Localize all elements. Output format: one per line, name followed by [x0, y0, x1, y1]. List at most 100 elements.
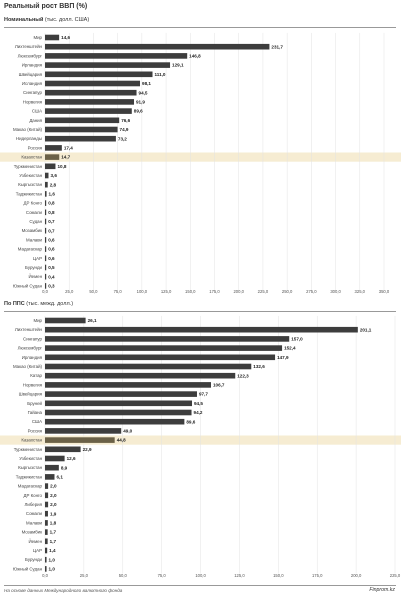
data-label-ppp: 94,2	[194, 410, 203, 415]
data-label-nominal: 0,6	[48, 238, 55, 243]
data-label-nominal: 129,1	[172, 63, 184, 68]
category-label-nominal: Исландия	[22, 81, 43, 86]
data-label-nominal: 14,6	[61, 35, 70, 40]
category-label-ppp: Бруней	[27, 401, 42, 406]
bar-nominal	[45, 163, 56, 170]
category-label-ppp: Узбекистан	[19, 456, 42, 461]
x-tick-label-ppp: 50,0	[119, 573, 128, 578]
category-label-nominal: Швейцария	[19, 72, 43, 77]
category-label-ppp: Сомали	[26, 511, 43, 516]
data-label-ppp: 201,1	[360, 327, 372, 332]
bar-nominal	[45, 273, 47, 280]
data-label-ppp: 132,6	[253, 364, 265, 369]
data-label-ppp: 1,0	[49, 567, 56, 572]
bar-nominal	[45, 154, 60, 160]
data-label-nominal: 76,6	[121, 118, 130, 123]
bar-nominal	[45, 80, 141, 87]
data-label-nominal: 146,8	[189, 54, 201, 59]
category-label-ppp: Россия	[28, 428, 43, 433]
bar-nominal	[45, 99, 135, 105]
data-label-ppp: 2,0	[50, 484, 57, 489]
category-label-ppp: Лихтенштейн	[15, 327, 43, 332]
x-tick-label-nominal: 75,0	[114, 289, 123, 294]
category-label-ppp: ЦАР	[33, 548, 42, 553]
panel-title-nominal-main: Номинальный	[4, 17, 44, 23]
bar-ppp	[45, 409, 192, 416]
data-label-ppp: 1,7	[50, 530, 57, 535]
bar-nominal	[45, 283, 47, 289]
bar-chart-nominal: 0,0 25,0 50,0 75,0 100,0 125,0 150,0 175,0 200,0…	[0, 32, 401, 294]
panel-rule-nominal	[4, 27, 396, 28]
category-label-ppp: Йемен	[29, 539, 43, 544]
data-label-ppp: 97,7	[199, 392, 208, 397]
data-label-ppp: 106,7	[213, 383, 225, 388]
x-tick-label-ppp: 200,0	[351, 573, 362, 578]
bar-nominal	[45, 246, 47, 252]
data-label-nominal: 0,4	[48, 274, 55, 279]
data-label-ppp: 1,0	[49, 557, 56, 562]
data-label-nominal: 0,7	[48, 228, 55, 233]
data-label-nominal: 0,7	[48, 219, 55, 224]
bar-nominal	[45, 108, 132, 114]
data-label-ppp: 1,9	[50, 511, 57, 516]
x-tick-label-ppp: 25,0	[80, 573, 89, 578]
bar-nominal	[45, 89, 137, 96]
category-label-ppp: Катар	[30, 373, 42, 378]
bar-nominal	[45, 181, 48, 188]
data-label-nominal: 0,6	[48, 256, 55, 261]
bar-nominal	[45, 227, 47, 234]
data-label-ppp: 89,6	[186, 419, 195, 424]
data-label-ppp: 94,5	[194, 401, 203, 406]
footer-source: На основе данных Международного валютног…	[4, 588, 123, 593]
bar-nominal	[45, 43, 270, 50]
data-label-ppp: 1,8	[50, 521, 57, 526]
category-label-nominal: Мир	[33, 35, 42, 40]
category-label-ppp: Мозамбик	[22, 530, 42, 535]
bar-ppp	[45, 510, 48, 517]
x-tick-label-ppp: 175,0	[312, 573, 323, 578]
bar-ppp	[45, 529, 48, 535]
bar-ppp	[45, 317, 86, 324]
bar-ppp	[45, 336, 290, 342]
bar-ppp	[45, 372, 236, 379]
data-label-ppp: 44,8	[117, 438, 126, 443]
bar-ppp	[45, 363, 252, 370]
category-label-ppp: ДР Конго	[24, 493, 43, 498]
category-label-ppp: Мадагаскар	[18, 484, 43, 489]
bar-ppp	[45, 437, 115, 443]
category-label-nominal: Йемен	[29, 274, 43, 279]
bar-ppp	[45, 446, 81, 453]
category-label-ppp: Ирландия	[22, 355, 43, 360]
category-label-ppp: Казахстан	[21, 438, 42, 443]
category-label-ppp: Таджикистан	[16, 474, 43, 479]
bar-nominal	[45, 237, 47, 243]
data-label-nominal: 0,8	[48, 201, 55, 206]
category-label-ppp: США	[32, 419, 42, 424]
x-tick-label-nominal: 275,0	[306, 289, 317, 294]
bar-ppp	[45, 345, 283, 351]
bar-nominal	[45, 200, 47, 206]
category-label-nominal: Узбекистан	[19, 173, 42, 178]
category-label-nominal: ДР Конго	[24, 201, 43, 206]
x-tick-label-ppp: 0,0	[42, 573, 48, 578]
data-label-nominal: 73,2	[118, 136, 127, 141]
x-tick-label-nominal: 250,0	[282, 289, 293, 294]
bar-ppp	[45, 556, 47, 563]
bar-nominal	[45, 62, 171, 68]
x-tick-label-nominal: 125,0	[161, 289, 172, 294]
data-label-ppp: 26,1	[88, 318, 97, 323]
panel-title-ppp: По ППС (тыс. межд. долл.)	[4, 301, 73, 307]
data-label-ppp: 152,4	[284, 346, 296, 351]
data-label-nominal: 89,6	[134, 109, 143, 114]
bar-nominal	[45, 117, 120, 124]
data-label-ppp: 157,0	[291, 337, 303, 342]
category-label-ppp: Мир	[33, 318, 42, 323]
bar-nominal	[45, 126, 118, 133]
category-label-nominal: Кыргызстан	[18, 182, 42, 187]
bar-nominal	[45, 71, 153, 78]
category-label-nominal: Лихтенштейн	[15, 44, 43, 49]
highlight-band-nominal	[0, 152, 401, 162]
data-label-ppp: 2,0	[50, 502, 57, 507]
bar-ppp	[45, 464, 59, 471]
data-label-ppp: 1,7	[50, 539, 57, 544]
